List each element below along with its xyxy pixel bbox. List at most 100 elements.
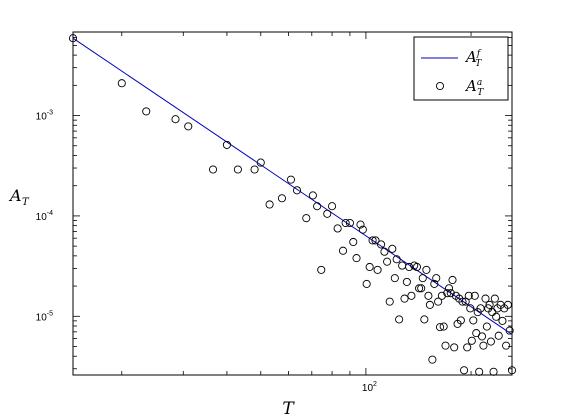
data-point-marker: [142, 107, 151, 116]
data-point-marker: [505, 326, 514, 335]
data-point-marker: [302, 214, 311, 223]
data-point-marker: [338, 246, 348, 255]
data-point-marker: [428, 355, 437, 364]
data-point-marker: [490, 294, 499, 303]
data-point-marker: [365, 262, 374, 272]
data-point-marker: [485, 300, 494, 309]
data-point-marker: [402, 277, 411, 286]
data-point-marker: [502, 341, 511, 350]
data-point-marker: [435, 323, 445, 332]
data-point-marker: [420, 315, 429, 324]
data-point-marker: [68, 34, 78, 43]
data-point-marker: [494, 331, 503, 340]
legend-marker-swatch: [435, 81, 445, 91]
data-point-marker: [313, 202, 322, 211]
data-point-marker: [407, 291, 416, 300]
data-point-marker: [405, 262, 414, 272]
data-point-marker: [503, 300, 512, 309]
data-point-marker: [323, 209, 332, 218]
data-point-marker: [481, 294, 490, 303]
data-point-marker: [463, 343, 472, 352]
y-tick-label: 10-4: [36, 210, 53, 223]
y-axis-label-subscript: T: [22, 197, 30, 208]
data-point-marker: [477, 332, 487, 341]
data-point-marker: [479, 341, 488, 350]
data-point-marker: [470, 291, 479, 300]
data-point-marker: [292, 186, 302, 195]
data-point-marker: [443, 289, 452, 298]
data-point-marker: [371, 236, 380, 245]
data-point-marker: [395, 315, 404, 324]
data-point-marker: [358, 225, 367, 234]
data-point-marker: [430, 279, 439, 288]
data-point-marker: [450, 343, 459, 352]
data-point-marker: [467, 336, 476, 345]
markers-layer: [68, 34, 517, 376]
legend-entry-actual: Aa T: [464, 77, 484, 98]
data-point-marker: [418, 274, 427, 283]
data-point-marker: [333, 224, 342, 233]
data-point-marker: [424, 291, 433, 300]
legend-actual-sup: a: [477, 78, 482, 88]
data-point-marker: [475, 367, 484, 376]
data-point-marker: [356, 220, 365, 229]
data-point-marker: [507, 366, 517, 375]
data-point-marker: [117, 79, 126, 88]
data-point-marker: [446, 289, 455, 298]
data-point-marker: [448, 275, 457, 285]
legend-actual-sub: T: [477, 88, 484, 98]
data-point-marker: [422, 265, 431, 274]
data-point-marker: [208, 165, 218, 174]
y-axis-label: A: [8, 186, 22, 205]
y-tick-label: 10-5: [36, 310, 53, 323]
data-point-marker: [368, 236, 377, 245]
data-point-marker: [345, 218, 354, 228]
data-point-marker: [441, 341, 450, 350]
data-point-marker: [328, 202, 337, 211]
data-point-marker: [425, 300, 434, 309]
data-point-marker: [250, 165, 259, 174]
data-point-marker: [352, 254, 361, 263]
data-point-marker: [349, 237, 358, 247]
data-point-marker: [432, 274, 441, 283]
data-point-marker: [437, 291, 446, 300]
legend: Af T Aa T: [413, 36, 509, 101]
data-point-marker: [482, 322, 491, 331]
legend-fit-sub: T: [475, 59, 482, 69]
fit-line-layer: [72, 37, 513, 335]
data-point-marker: [222, 140, 231, 149]
legend-fit-base: A: [464, 48, 477, 66]
data-point-marker: [458, 297, 467, 306]
x-tick-label: 102: [362, 381, 377, 394]
data-point-marker: [439, 322, 448, 331]
data-point-marker: [456, 316, 465, 325]
fit-line: [72, 37, 513, 335]
data-point-marker: [277, 194, 287, 203]
data-point-marker: [388, 244, 397, 253]
x-axis-label: T: [282, 399, 295, 419]
data-point-marker: [317, 265, 326, 274]
data-point-marker: [444, 284, 454, 293]
data-point-marker: [184, 122, 193, 131]
data-point-marker: [492, 312, 501, 321]
data-point-marker: [486, 337, 495, 346]
data-point-marker: [256, 158, 265, 167]
data-point-marker: [308, 191, 317, 200]
data-point-marker: [385, 297, 394, 306]
legend-entry-fit: Af T: [464, 48, 482, 69]
data-point-marker: [286, 175, 295, 184]
data-point-marker: [383, 257, 392, 266]
legend-actual-base: A: [464, 77, 477, 95]
data-point-marker: [171, 115, 180, 124]
data-point-marker: [417, 284, 426, 293]
y-tick-label: 10-3: [36, 110, 53, 123]
y-axis-label-group: A T: [8, 186, 30, 208]
data-point-marker: [362, 279, 371, 288]
data-point-marker: [380, 247, 389, 256]
data-point-marker: [412, 262, 421, 272]
axis-ticks: 102 10-5 10-4 10-3: [36, 32, 512, 394]
data-point-marker: [434, 297, 443, 306]
data-point-marker: [466, 304, 475, 313]
data-point-marker: [415, 284, 424, 293]
